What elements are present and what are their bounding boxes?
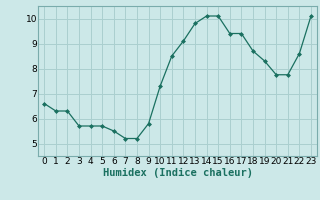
X-axis label: Humidex (Indice chaleur): Humidex (Indice chaleur) <box>103 168 252 178</box>
